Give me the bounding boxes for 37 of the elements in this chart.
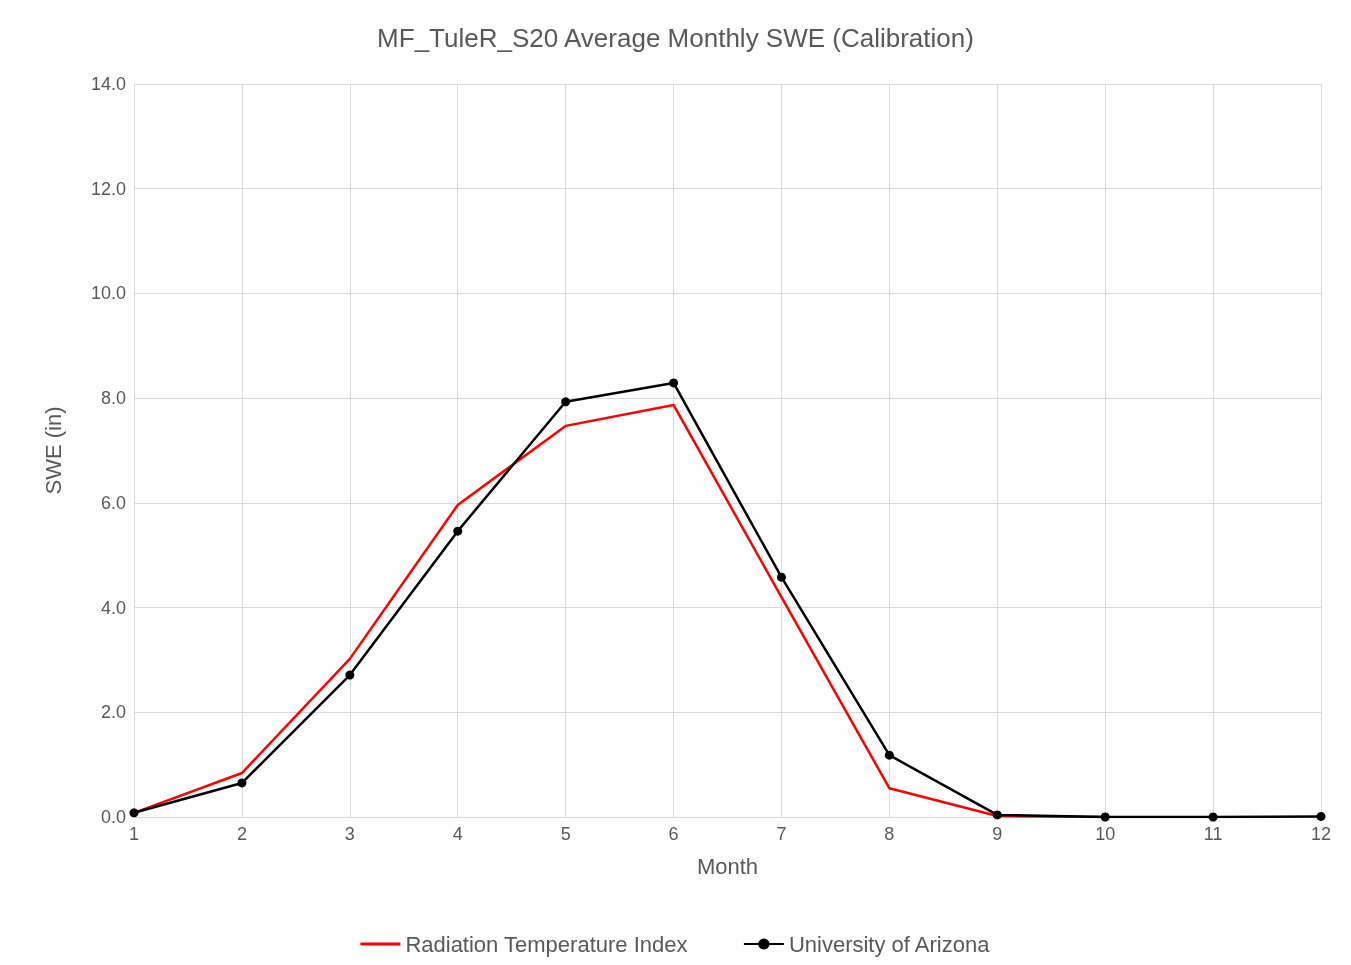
point [561, 397, 571, 407]
x-tick-label: 6 [668, 824, 679, 844]
x-tick-label: 5 [560, 824, 571, 844]
x-tick-label: 4 [452, 824, 463, 844]
point [992, 810, 1002, 820]
y-tick-label: 6.0 [100, 492, 126, 513]
y-tick-label: 14.0 [90, 74, 126, 94]
point [884, 750, 894, 760]
x-tick-label: 11 [1203, 824, 1223, 844]
point [237, 778, 247, 788]
legend-label: University of Arizona [788, 931, 991, 957]
x-tick-label: 2 [236, 824, 247, 844]
point [453, 526, 463, 536]
point [1100, 812, 1110, 822]
point [669, 378, 679, 388]
y-tick-label: 10.0 [90, 283, 126, 304]
y-tick-label: 0.0 [100, 807, 126, 827]
x-tick-label: 3 [344, 824, 355, 844]
x-tick-label: 9 [992, 824, 1003, 844]
point [1208, 812, 1218, 822]
point [1316, 811, 1326, 821]
y-tick-label: 12.0 [90, 178, 126, 199]
y-axis-title: SWE (in) [40, 406, 66, 495]
x-tick-label: 1 [128, 824, 140, 844]
chart-title: MF_TuleR_S20 Average Monthly SWE (Calibration) [377, 23, 974, 53]
x-tick-label: 12 [1310, 824, 1332, 844]
point [345, 670, 355, 680]
legend-label: Radiation Temperature Index [405, 931, 688, 957]
point [129, 808, 139, 818]
y-tick-label: 8.0 [100, 388, 126, 409]
y-tick-label: 4.0 [100, 597, 126, 618]
x-tick-label: 10 [1095, 824, 1116, 844]
x-tick-label: 7 [776, 824, 787, 844]
x-tick-label: 8 [884, 824, 895, 844]
point [776, 572, 786, 582]
x-axis-title: Month [696, 853, 759, 879]
y-tick-label: 2.0 [100, 702, 126, 723]
